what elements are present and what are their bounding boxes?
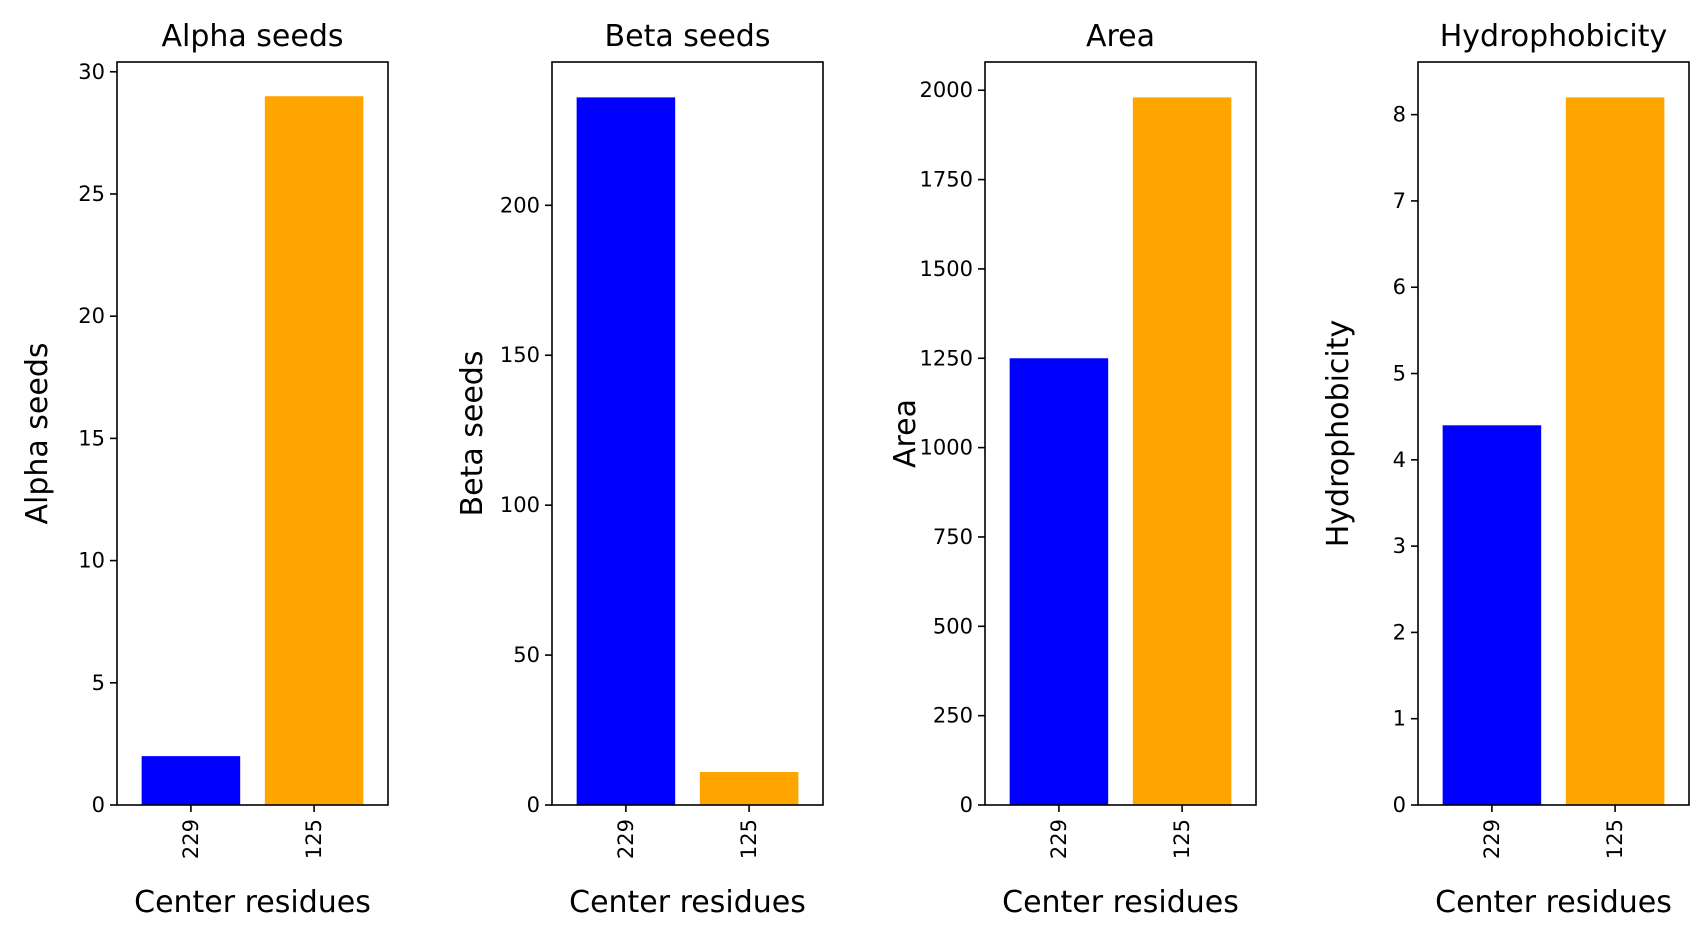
- chart-title: Beta seeds: [605, 19, 771, 54]
- y-tick-label: 5: [92, 671, 105, 695]
- y-axis-label: Hydrophobicity: [1321, 320, 1356, 548]
- axes-frame: [116, 61, 389, 806]
- bar-125: [264, 96, 364, 806]
- y-tick-label: 2000: [920, 78, 973, 102]
- y-tick-label: 6: [1393, 275, 1406, 299]
- y-tick-label: 1000: [920, 436, 973, 460]
- y-tick-label: 500: [933, 614, 973, 638]
- x-tick-label: 125: [1170, 819, 1194, 859]
- y-tick-label: 150: [500, 343, 540, 367]
- x-tick-label: 229: [179, 819, 203, 859]
- x-axis-label: Center residues: [1435, 885, 1672, 920]
- y-tick-label: 250: [933, 704, 973, 728]
- x-tick-label: 229: [614, 819, 638, 859]
- y-tick-label: 0: [1393, 793, 1406, 817]
- y-tick-label: 10: [78, 549, 105, 573]
- chart-title: Alpha seeds: [161, 19, 343, 54]
- bar-229: [1442, 425, 1542, 805]
- bar-229: [1009, 358, 1109, 805]
- chart-panel-2: 0 50 100 150 200 229 125 Beta seeds Center resid…: [455, 19, 824, 920]
- y-tick-label: 50: [513, 643, 540, 667]
- y-axis-label: Beta seeds: [455, 351, 490, 517]
- x-tick-label: 125: [1603, 819, 1627, 859]
- axes-frame: [984, 61, 1257, 806]
- chart-panel-4: 0 1 2 3 4 5 6 7 8 229 125 Hydrophobicity Center resi…: [1321, 19, 1690, 920]
- y-tick-label: 0: [92, 793, 105, 817]
- y-tick-label: 4: [1393, 448, 1406, 472]
- y-tick-label: 20: [78, 304, 105, 328]
- chart-title: Area: [1086, 19, 1155, 54]
- y-tick-label: 0: [960, 793, 973, 817]
- x-axis-label: Center residues: [1002, 885, 1239, 920]
- x-tick-label: 125: [737, 819, 761, 859]
- y-tick-label: 30: [78, 60, 105, 84]
- x-tick-label: 229: [1047, 819, 1071, 859]
- x-tick-label: 229: [1480, 819, 1504, 859]
- y-tick-label: 5: [1393, 362, 1406, 386]
- y-axis-label: Alpha seeds: [20, 342, 55, 524]
- bar-229: [141, 756, 241, 805]
- axes-frame: [1417, 61, 1690, 806]
- y-tick-label: 200: [500, 193, 540, 217]
- y-tick-label: 100: [500, 493, 540, 517]
- y-tick-label: 7: [1393, 189, 1406, 213]
- y-tick-label: 3: [1393, 534, 1406, 558]
- y-tick-label: 750: [933, 525, 973, 549]
- x-axis-label: Center residues: [134, 885, 371, 920]
- y-tick-label: 1: [1393, 707, 1406, 731]
- bar-125: [1565, 97, 1665, 805]
- x-tick-label: 125: [302, 819, 326, 859]
- y-axis-label: Area: [888, 399, 923, 468]
- chart-panel-3: 0 250 500 750 1000 1250 1500 1750 2000 229 125 Area…: [888, 19, 1257, 920]
- chart-panel-1: 0 5 10 15 20 25 30 229 125 Alpha seeds Center resi…: [20, 19, 389, 920]
- y-tick-label: 1250: [920, 346, 973, 370]
- x-axis-label: Center residues: [569, 885, 806, 920]
- y-tick-label: 8: [1393, 103, 1406, 127]
- y-tick-label: 1500: [920, 257, 973, 281]
- y-tick-label: 0: [527, 793, 540, 817]
- y-tick-label: 2: [1393, 620, 1406, 644]
- bar-125: [1132, 97, 1232, 805]
- bar-125: [699, 772, 799, 805]
- axes-frame: [551, 61, 824, 806]
- chart-title: Hydrophobicity: [1440, 19, 1668, 54]
- bar-229: [576, 97, 676, 805]
- y-tick-label: 1750: [920, 168, 973, 192]
- y-tick-label: 15: [78, 426, 105, 450]
- y-tick-label: 25: [78, 182, 105, 206]
